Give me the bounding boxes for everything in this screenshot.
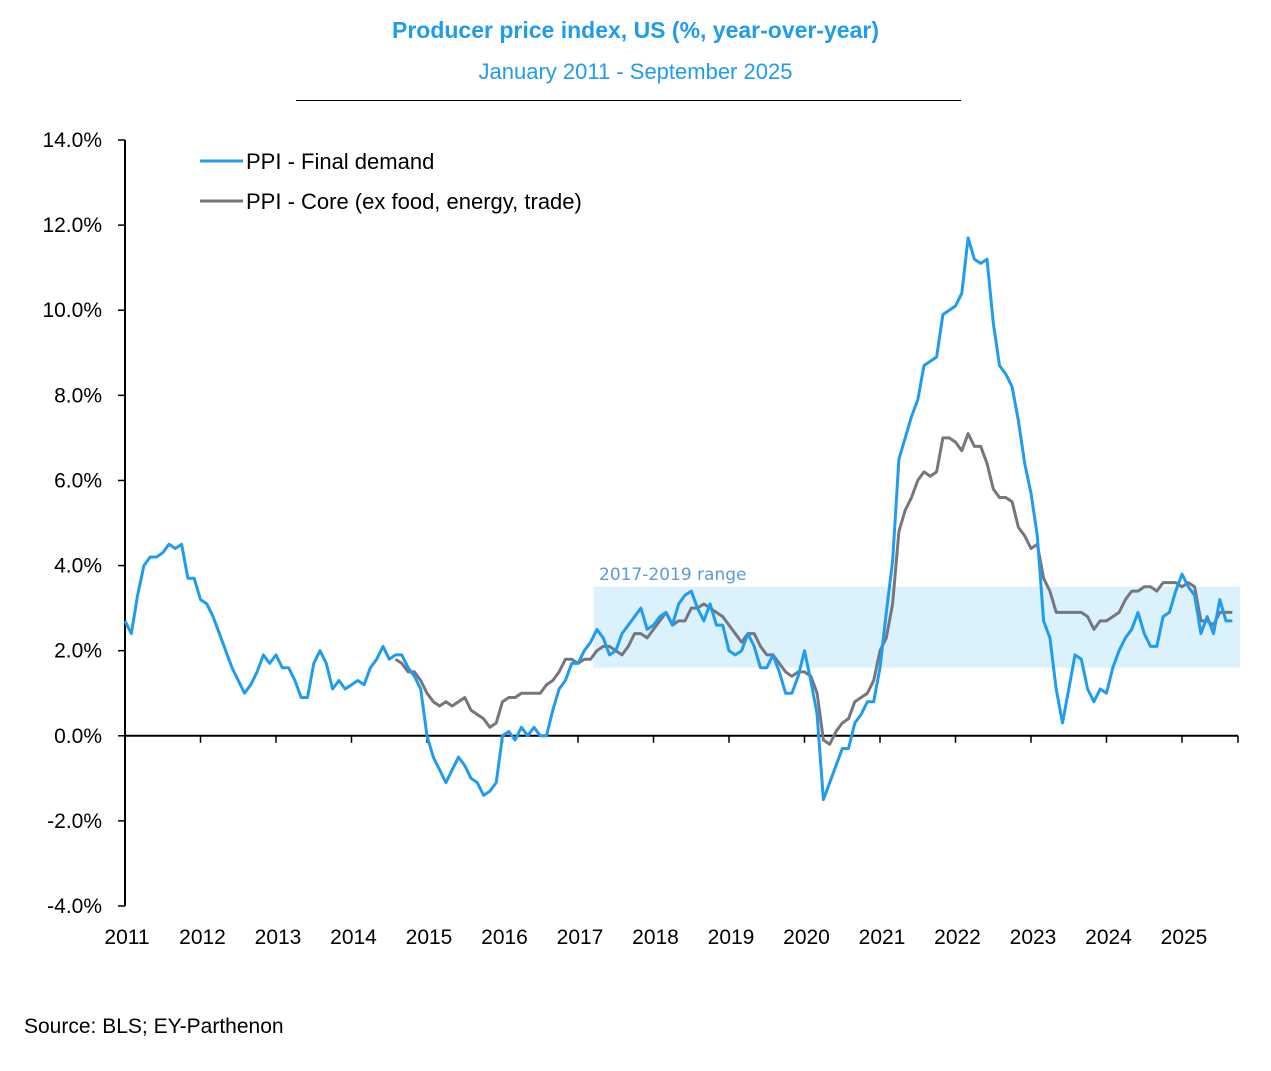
y-tick-label: 14.0% — [42, 129, 102, 152]
y-tick-label: 0.0% — [54, 725, 102, 748]
x-tick-label: 2021 — [859, 926, 906, 949]
source-note: Source: BLS; EY-Parthenon — [24, 1015, 284, 1038]
x-tick-label: 2017 — [557, 926, 604, 949]
x-tick-label: 2012 — [179, 926, 226, 949]
x-tick-label: 2011 — [104, 926, 149, 949]
legend-label: PPI - Final demand — [246, 149, 434, 174]
series-core-line — [394, 432, 1233, 746]
chart-title: Producer price index, US (%, year-over-y… — [391, 17, 880, 43]
x-tick-label: 2024 — [1085, 926, 1132, 949]
series-final-demand-line — [123, 236, 1233, 802]
y-tick-label: 6.0% — [54, 469, 102, 492]
y-tick-label: 8.0% — [54, 384, 102, 407]
x-tick-label: 2016 — [481, 926, 528, 949]
x-tick-label: 2018 — [632, 926, 679, 949]
title-divider — [296, 100, 961, 101]
x-tick-label: 2025 — [1161, 926, 1208, 949]
x-tick-label: 2022 — [934, 926, 981, 949]
legend-label: PPI - Core (ex food, energy, trade) — [246, 189, 582, 214]
y-tick-label: 4.0% — [54, 555, 102, 578]
x-tick-label: 2013 — [255, 926, 302, 949]
y-tick-label: 10.0% — [42, 299, 102, 322]
x-tick-label: 2015 — [406, 926, 453, 949]
x-tick-label: 2019 — [708, 926, 755, 949]
y-tick-label: -2.0% — [47, 810, 102, 833]
chart-subtitle: January 2011 - September 2025 — [478, 59, 793, 84]
y-tick-label: 12.0% — [42, 214, 102, 237]
y-tick-label: 2.0% — [54, 640, 102, 663]
range-band-label: 2017-2019 range — [599, 565, 747, 585]
x-tick-label: 2014 — [330, 926, 377, 949]
y-tick-label: -4.0% — [47, 895, 102, 918]
x-tick-label: 2023 — [1010, 926, 1057, 949]
x-tick-label: 2020 — [783, 926, 830, 949]
